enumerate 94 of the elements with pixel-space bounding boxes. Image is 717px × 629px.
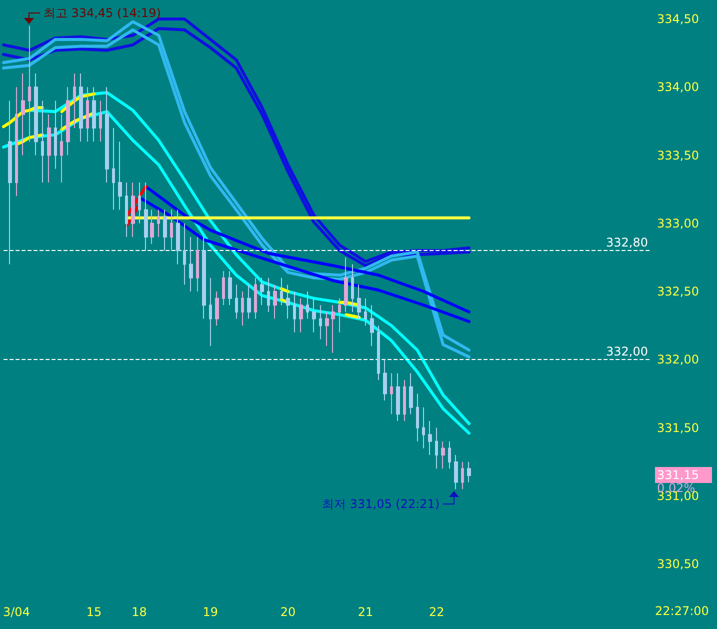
candlestick [319,304,322,340]
candlestick [448,440,451,470]
y-tick-label: 333,00 [657,216,699,230]
text: 22:27:00 [655,604,709,618]
ref-line-label: 332,80 [606,236,648,250]
candlestick [235,284,238,320]
candlestick [131,182,135,238]
candlestick [73,73,76,128]
candlestick [312,298,316,333]
candlestick [47,114,51,183]
candlestick [189,236,193,292]
candlestick [383,359,387,401]
ref-line-label: 332,00 [606,344,648,359]
x-tick-label: 21 [358,605,374,619]
candlestick [15,86,18,197]
candlestick [267,277,270,312]
candlestick [60,114,63,183]
candlestick [331,304,335,354]
candlestick [66,86,70,156]
candlestick [299,298,303,333]
x-tick-label: 15 [86,605,102,619]
candlestick [396,372,400,422]
x-tick-label: 18 [132,605,147,619]
candlestick [390,372,393,415]
y-tick-label: 332,50 [657,284,699,298]
candlestick [54,100,57,170]
candlestick [247,284,251,320]
y-tick-label: 334,00 [657,80,699,94]
candlestick [260,277,264,306]
candlestick [8,100,12,265]
candlestick [157,209,160,238]
candlestick [416,393,419,442]
x-tick-label: 20 [280,605,296,619]
candlestick [150,209,154,244]
candlestick [461,461,464,490]
candlestick [79,73,83,142]
y-tick-label: 332,00 [657,352,699,367]
candlestick [370,304,374,346]
candlestick [118,141,122,210]
candlestick [344,256,348,312]
candlestick [163,209,167,252]
annotation: 최저 331,05 (22:21) [322,497,440,512]
candlestick [86,86,89,142]
line-series [144,185,470,314]
candlestick [34,73,38,156]
candlestick [105,86,109,183]
candlestick [454,454,458,490]
candlestick [202,236,206,320]
candlestick [422,406,425,449]
candlestick [209,277,212,346]
candlestick [176,209,180,265]
candlestick [144,182,148,252]
y-tick-label: 330,50 [657,557,699,571]
candlestick [409,372,413,415]
candlestick [403,380,406,422]
candlestick [338,298,341,333]
candlestick [306,291,309,320]
annotation: 최고 334,45 (14:19) [43,6,161,20]
candlestick [28,25,31,142]
candlestick [435,427,438,470]
y-tick-label: 334,50 [657,12,699,26]
candlestick [21,73,25,156]
candlestick [196,236,199,292]
candlestick [357,284,361,320]
candlestick [441,440,445,470]
candlestick [92,86,96,142]
text: 331,15 [655,467,712,484]
candlestick [351,264,354,312]
candlestick [241,291,244,326]
candlestick [99,100,102,142]
candlestick [41,100,44,183]
candlestick [254,277,257,320]
candlestick [125,182,128,238]
candlestick [286,284,290,320]
x-tick-label: 19 [202,605,218,619]
candlestick [183,222,186,286]
candlestick [467,461,471,483]
candlestick [222,270,225,306]
y-tick-label: 331,50 [657,420,699,435]
candlestick [228,270,232,306]
candlestick [293,291,296,333]
x-tick-label: 3/04 [2,605,30,619]
candlestick [215,291,219,326]
y-tick-label: 333,50 [657,148,699,162]
candlestick [325,311,329,346]
candlestick [273,284,277,320]
candlestick [112,128,115,210]
candlestick [364,298,367,326]
candlestick [377,325,380,381]
candlestick [280,277,283,306]
x-tick-label: 22 [429,605,444,619]
candlestick [138,182,141,224]
candlestick [428,420,432,456]
candlestick [170,209,173,252]
